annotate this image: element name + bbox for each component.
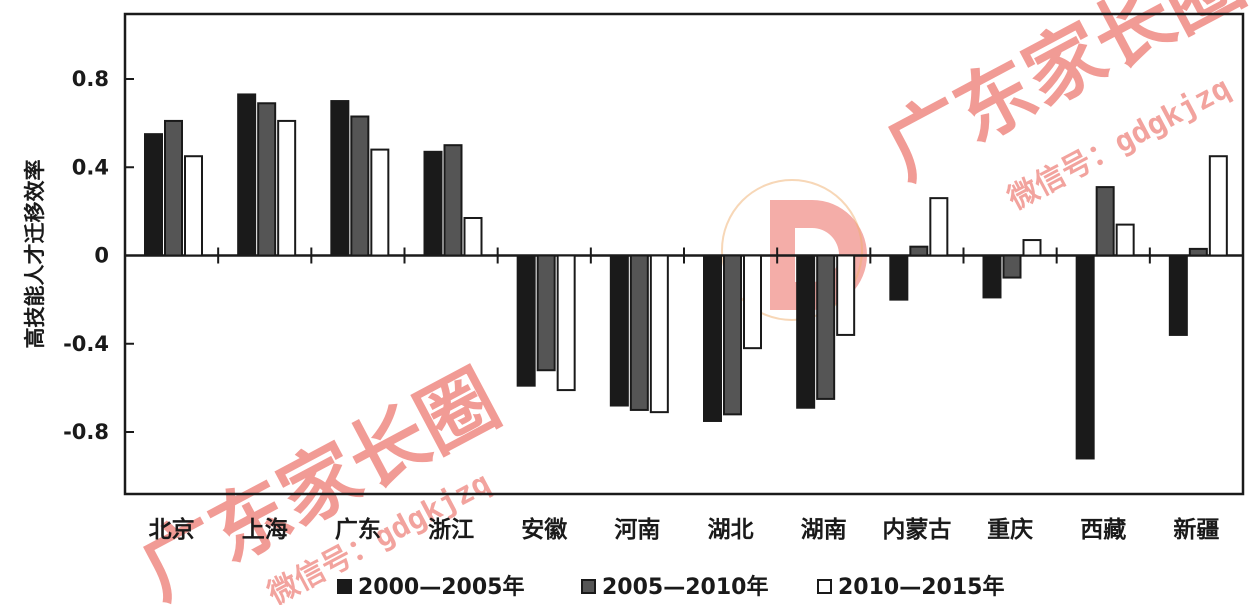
bar-北京-series-0: [144, 133, 163, 257]
legend-label: 2005—2010年: [602, 574, 768, 600]
y-tick-label: -0.8: [63, 420, 109, 444]
bar-河南-series-2: [649, 254, 669, 414]
plot-frame: [123, 12, 1245, 496]
legend-label: 2000—2005年: [358, 574, 524, 600]
bar-北京-series-1: [164, 119, 183, 257]
bar-湖南-series-0: [796, 254, 816, 409]
bar-上海-series-0: [237, 93, 257, 257]
legend-swatch: [337, 579, 352, 594]
bar-新疆-series-2: [1208, 155, 1228, 257]
x-category-label: 安徽: [521, 516, 568, 543]
x-category-label: 上海: [242, 516, 288, 543]
bar-河南-series-1: [629, 254, 649, 411]
watermark-ring-icon: [721, 179, 863, 321]
bar-重庆-series-0: [982, 254, 1002, 299]
axes: [123, 12, 1245, 496]
y-tick-label: -0.4: [63, 332, 109, 356]
y-tick-label: 0.4: [72, 155, 109, 179]
bar-安徽-series-2: [556, 254, 576, 392]
bar-河南-series-0: [609, 254, 629, 407]
bar-新疆-series-1: [1188, 247, 1208, 257]
bar-湖南-series-2: [836, 254, 856, 336]
bar-浙江-series-0: [423, 150, 443, 257]
bar-浙江-series-1: [443, 144, 463, 257]
x-category-label: 河南: [614, 517, 660, 543]
x-category-label: 北京: [149, 516, 195, 543]
y-axis-label: 高技能人才迁移效率: [23, 160, 47, 349]
legend-label: 2010—2015年: [838, 574, 1004, 600]
bars: [144, 93, 1228, 460]
x-category-label: 新疆: [1173, 516, 1219, 543]
bar-湖北-series-0: [703, 254, 722, 422]
x-category-label: 浙江: [428, 517, 474, 543]
legend-swatch: [581, 579, 596, 594]
y-tick-label: 0: [94, 244, 109, 268]
bar-广东-series-0: [330, 100, 350, 257]
bar-内蒙古-series-1: [909, 245, 929, 257]
bar-湖北-series-2: [743, 254, 762, 350]
bar-湖南-series-1: [816, 254, 836, 400]
bar-安徽-series-1: [536, 254, 556, 372]
bar-新疆-series-0: [1168, 254, 1188, 336]
x-category-label: 内蒙古: [882, 517, 951, 543]
x-category-label: 广东: [335, 516, 381, 543]
x-category-label: 湖南: [801, 517, 847, 543]
bar-西藏-series-2: [1115, 223, 1135, 257]
x-category-label: 西藏: [1080, 517, 1126, 543]
bar-内蒙古-series-2: [929, 197, 949, 257]
bar-上海-series-1: [257, 102, 277, 257]
legend: 2000—2005年 2005—2010年 2010—2015年: [337, 574, 1004, 600]
bar-上海-series-2: [277, 119, 297, 257]
bar-广东-series-2: [370, 148, 390, 257]
bar-重庆-series-1: [1002, 254, 1022, 279]
bar-湖北-series-1: [723, 254, 742, 416]
bar-广东-series-1: [350, 115, 370, 257]
bar-浙江-series-2: [463, 216, 483, 257]
legend-swatch: [817, 579, 832, 594]
y-tick-label: 0.8: [72, 67, 109, 91]
bar-重庆-series-2: [1022, 239, 1042, 257]
bar-西藏-series-1: [1095, 186, 1115, 257]
bar-安徽-series-0: [516, 254, 536, 387]
x-category-label: 湖北: [708, 517, 754, 543]
bar-北京-series-2: [184, 155, 203, 257]
x-category-label: 重庆: [987, 516, 1033, 543]
bar-西藏-series-0: [1075, 254, 1095, 460]
bar-内蒙古-series-0: [889, 254, 909, 301]
